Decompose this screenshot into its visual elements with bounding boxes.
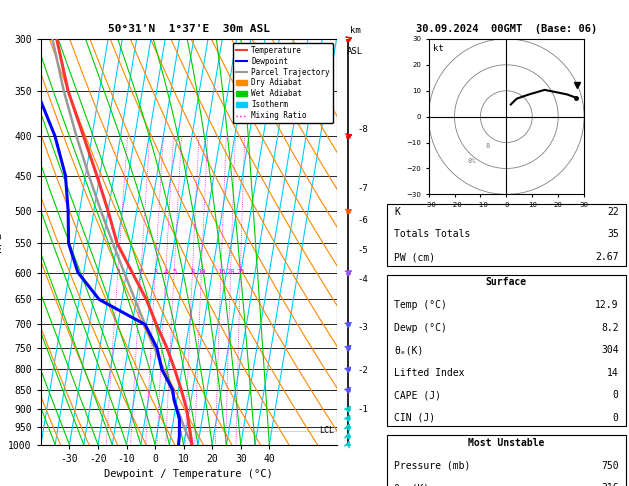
Text: 10: 10 [197, 269, 206, 275]
Text: 8: 8 [486, 143, 490, 149]
Text: -7: -7 [357, 184, 368, 192]
Text: -5: -5 [357, 246, 368, 255]
Text: -1: -1 [357, 405, 368, 415]
Text: km: km [350, 26, 361, 35]
Text: Dewp (°C): Dewp (°C) [394, 323, 447, 332]
Text: ASL: ASL [347, 47, 364, 56]
X-axis label: Dewpoint / Temperature (°C): Dewpoint / Temperature (°C) [104, 469, 273, 479]
Text: 0: 0 [613, 390, 619, 400]
Text: 3: 3 [153, 269, 157, 275]
Text: 50°31'N  1°37'E  30m ASL: 50°31'N 1°37'E 30m ASL [108, 24, 270, 34]
Text: θₑ(K): θₑ(K) [394, 345, 423, 355]
Text: 316: 316 [601, 484, 619, 486]
Text: Pressure (mb): Pressure (mb) [394, 461, 470, 471]
Legend: Temperature, Dewpoint, Parcel Trajectory, Dry Adiabat, Wet Adiabat, Isotherm, Mi: Temperature, Dewpoint, Parcel Trajectory… [233, 43, 333, 123]
Text: 25: 25 [236, 269, 245, 275]
Text: 0: 0 [613, 413, 619, 423]
Text: LCL: LCL [319, 426, 333, 435]
Text: Surface: Surface [486, 278, 527, 287]
Text: -2: -2 [357, 366, 368, 375]
Text: -3: -3 [357, 323, 368, 332]
Text: K: K [394, 207, 400, 217]
Text: Most Unstable: Most Unstable [468, 438, 545, 448]
Bar [387, 204, 626, 265]
Text: kt: kt [433, 44, 444, 52]
Text: 8.2: 8.2 [601, 323, 619, 332]
Y-axis label: hPa: hPa [0, 232, 3, 252]
Text: 1: 1 [116, 269, 120, 275]
Text: 304: 304 [601, 345, 619, 355]
Text: Lifted Index: Lifted Index [394, 368, 464, 378]
Text: θₑ (K): θₑ (K) [394, 484, 429, 486]
Text: 8%: 8% [467, 158, 476, 164]
Text: 16: 16 [217, 269, 225, 275]
Text: -8: -8 [357, 124, 368, 134]
Text: 20: 20 [226, 269, 235, 275]
Text: 2: 2 [139, 269, 143, 275]
Text: Temp (°C): Temp (°C) [394, 300, 447, 310]
Text: 35: 35 [607, 229, 619, 240]
Bar [387, 275, 626, 426]
Text: 5: 5 [172, 269, 176, 275]
Text: 2.67: 2.67 [595, 252, 619, 262]
Text: 30.09.2024  00GMT  (Base: 06): 30.09.2024 00GMT (Base: 06) [416, 24, 597, 34]
Text: CIN (J): CIN (J) [394, 413, 435, 423]
Text: 12.9: 12.9 [595, 300, 619, 310]
Text: 4: 4 [164, 269, 168, 275]
Text: 750: 750 [601, 461, 619, 471]
Text: 14: 14 [607, 368, 619, 378]
Text: PW (cm): PW (cm) [394, 252, 435, 262]
Text: -4: -4 [357, 275, 368, 284]
Text: Totals Totals: Totals Totals [394, 229, 470, 240]
Bar [387, 435, 626, 486]
Text: 22: 22 [607, 207, 619, 217]
Text: 8: 8 [190, 269, 194, 275]
Text: -6: -6 [357, 216, 368, 225]
Text: CAPE (J): CAPE (J) [394, 390, 441, 400]
